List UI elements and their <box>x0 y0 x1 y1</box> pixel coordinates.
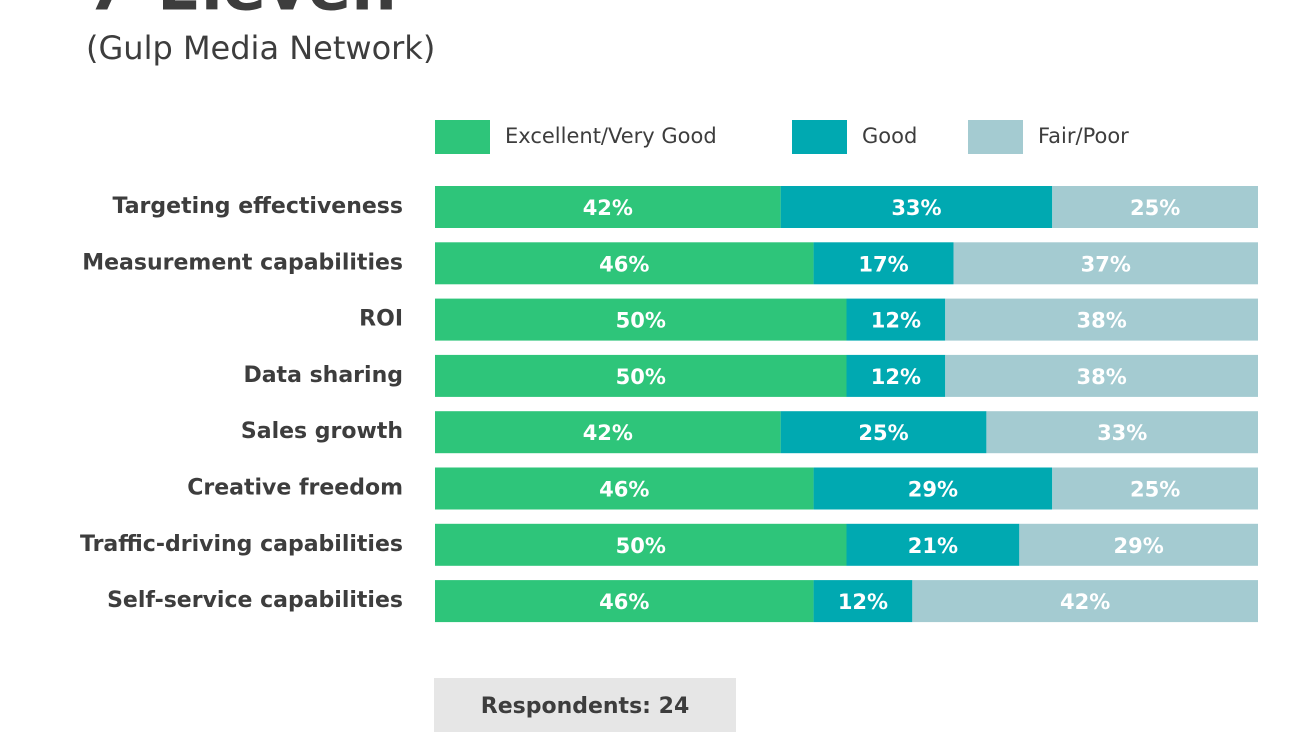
bar-segment <box>1052 467 1258 510</box>
bar-segment <box>1052 186 1258 228</box>
bar-segment <box>912 580 1258 623</box>
note-box <box>434 678 736 732</box>
value-label: 46% <box>599 478 649 502</box>
bar-segment <box>435 186 781 228</box>
legend-swatch <box>968 120 1023 154</box>
bar-segment <box>846 354 946 397</box>
bar-segment <box>780 411 987 454</box>
value-label: 38% <box>1076 365 1126 389</box>
legend-swatch <box>792 120 847 154</box>
bar-segment <box>953 242 1258 285</box>
bar-segment <box>435 523 847 566</box>
bar-segment <box>846 523 1020 566</box>
bar-segment <box>945 298 1258 341</box>
category-label: Self-service capabilities <box>107 588 403 613</box>
category-label: Creative freedom <box>187 476 403 501</box>
value-label: 29% <box>1114 534 1164 558</box>
category-label: Measurement capabilities <box>82 250 403 275</box>
legend-label: Fair/Poor <box>1038 124 1129 148</box>
category-label: Traffic-driving capabilities <box>80 532 403 557</box>
bar-segment <box>780 186 1053 228</box>
value-label: 42% <box>583 196 633 220</box>
value-label: 42% <box>1060 590 1110 614</box>
bar-segment <box>435 467 814 510</box>
value-label: 29% <box>908 478 958 502</box>
value-label: 46% <box>599 590 649 614</box>
value-label: 42% <box>583 421 633 445</box>
value-label: 46% <box>599 252 649 276</box>
value-label: 25% <box>1130 196 1180 220</box>
legend-label: Good <box>862 124 917 148</box>
bar-segment <box>986 411 1258 454</box>
value-label: 12% <box>838 590 888 614</box>
value-label: 21% <box>908 534 958 558</box>
bar-segment <box>435 298 847 341</box>
category-label: Targeting effectiveness <box>113 194 403 219</box>
category-label: Sales growth <box>241 419 403 444</box>
value-label: 50% <box>616 309 666 333</box>
value-label: 50% <box>616 365 666 389</box>
bar-segment <box>813 580 913 623</box>
bar-segment <box>435 354 847 397</box>
bar-segment <box>435 242 814 285</box>
bar-segment <box>945 354 1258 397</box>
legend-swatch <box>435 120 490 154</box>
bar-segment <box>1019 523 1258 566</box>
category-label: ROI <box>359 307 403 332</box>
value-label: 37% <box>1081 252 1131 276</box>
category-label: Data sharing <box>243 363 403 388</box>
value-label: 25% <box>858 421 908 445</box>
value-label: 12% <box>871 309 921 333</box>
chart-subtitle: (Gulp Media Network) <box>86 29 435 67</box>
bar-segment <box>813 467 1053 510</box>
value-label: 33% <box>1097 421 1147 445</box>
value-label: 38% <box>1076 309 1126 333</box>
bar-segment <box>435 411 781 454</box>
bar-segment <box>846 298 946 341</box>
value-label: 25% <box>1130 478 1180 502</box>
value-label: 17% <box>858 252 908 276</box>
value-label: 12% <box>871 365 921 389</box>
note: Respondents: 24 <box>481 694 690 719</box>
legend-label: Excellent/Very Good <box>505 124 717 148</box>
value-label: 50% <box>616 534 666 558</box>
bar-segment <box>435 580 814 623</box>
chart-title: 7-Eleven <box>86 0 397 26</box>
value-label: 33% <box>891 196 941 220</box>
bar-segment <box>813 242 954 285</box>
